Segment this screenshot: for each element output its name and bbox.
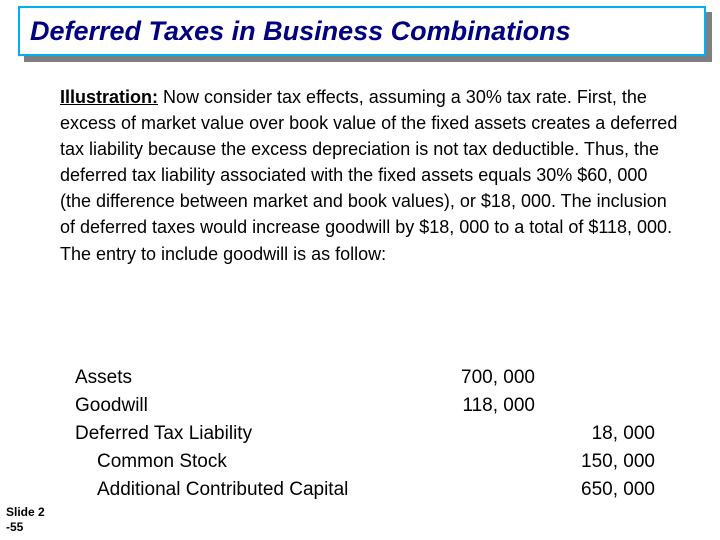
slide-number-line2: -55 bbox=[6, 520, 56, 534]
entry-label: Deferred Tax Liability bbox=[75, 423, 435, 445]
entry-debit: 118, 000 bbox=[435, 395, 535, 417]
illustration-paragraph: Illustration: Now consider tax effects, … bbox=[60, 84, 680, 267]
entry-row: Assets700, 000 bbox=[75, 364, 695, 392]
entry-row: Goodwill118, 000 bbox=[75, 392, 695, 420]
illustration-body: Now consider tax effects, assuming a 30%… bbox=[60, 87, 677, 264]
entry-credit: 650, 000 bbox=[535, 479, 655, 501]
title-box: Deferred Taxes in Business Combinations bbox=[18, 6, 706, 56]
entry-label: Goodwill bbox=[75, 395, 435, 417]
entry-credit: 150, 000 bbox=[535, 451, 655, 473]
slide-number: Slide 2 -55 bbox=[6, 505, 56, 534]
entry-row: Common Stock 150, 000 bbox=[75, 448, 695, 476]
entry-row: Additional Contributed Capital 650, 000 bbox=[75, 476, 695, 504]
slide-number-line1: Slide 2 bbox=[6, 505, 56, 519]
entry-label: Common Stock bbox=[75, 451, 435, 473]
title-text: Deferred Taxes in Business Combinations bbox=[30, 16, 571, 47]
illustration-label: Illustration: bbox=[60, 87, 158, 107]
entry-label: Additional Contributed Capital bbox=[75, 479, 435, 501]
title-container: Deferred Taxes in Business Combinations bbox=[18, 6, 706, 56]
entry-label: Assets bbox=[75, 367, 435, 389]
journal-entries: Assets700, 000Goodwill118, 000Deferred T… bbox=[75, 364, 695, 504]
entry-debit: 700, 000 bbox=[435, 367, 535, 389]
entry-row: Deferred Tax Liability 18, 000 bbox=[75, 420, 695, 448]
entry-credit: 18, 000 bbox=[535, 423, 655, 445]
